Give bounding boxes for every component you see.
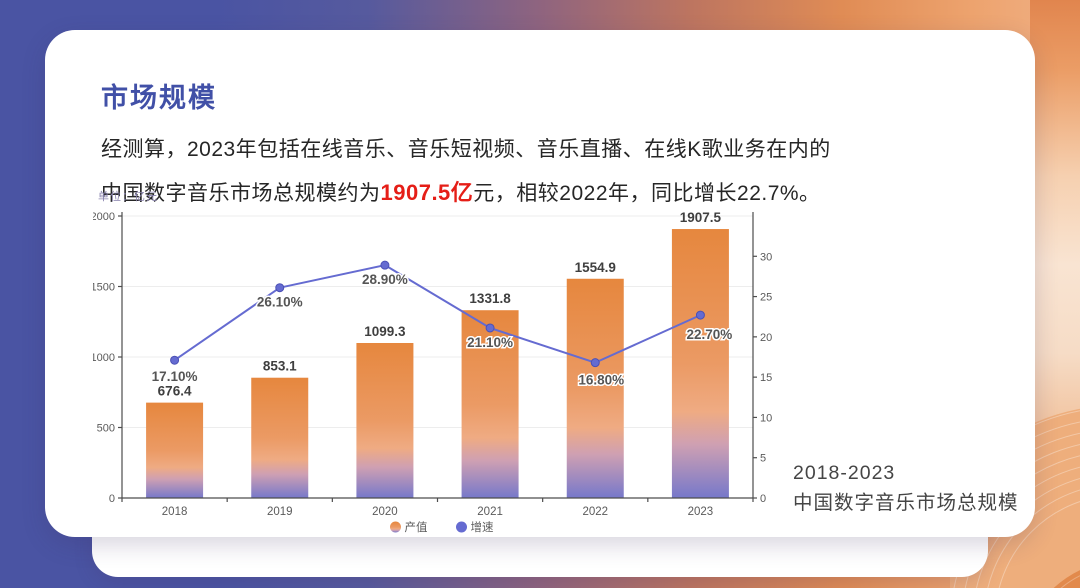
line-label-2020: 28.90% [362,272,408,287]
bar-2021 [461,310,519,498]
x-axis-label-2022: 2022 [582,506,608,518]
right-axis-tick: 20 [760,332,772,344]
left-axis-tick: 1000 [93,352,115,364]
x-axis-label-2021: 2021 [477,506,503,518]
line-label-2019: 26.10% [257,295,303,310]
bar-line-chart: 676.4 853.1 1099.3 1331.8 1554.9 1907.5 17.10%… [91,210,773,534]
bar-2022 [566,278,624,498]
chart-area: 676.4 853.1 1099.3 1331.8 1554.9 1907.5 17.10%… [91,206,783,541]
bar-series: 676.4 853.1 1099.3 1331.8 1554.9 1907.5 [146,210,729,499]
line-label-2022: 16.80% [578,373,624,388]
legend-swatch-bar [390,521,401,533]
unit-label: 单位：亿元 [98,191,158,203]
x-axis-label-2018: 2018 [162,506,188,518]
line-label-2021: 21.10% [467,335,513,350]
line-point-2020 [380,260,390,270]
highlight-value: 1907.5亿 [380,180,474,205]
left-axis-tick: 500 [97,423,115,435]
bar-2019 [251,377,309,498]
x-axis-label-2023: 2023 [688,506,714,518]
axes: 0 500 1000 1500 2000 0 5 10 15 20 25 30 2018 2019 2020… [91,211,773,518]
bar-label-2022: 1554.9 [575,260,616,275]
chart-legend: 产值 增速 [390,520,494,534]
content-card: 市场规模 经测算，2023年包括在线音乐、音乐短视频、音乐直播、在线K歌业务在内… [45,30,1035,537]
growth-line [174,264,701,364]
bar-label-2023: 1907.5 [680,210,722,225]
line-label-2018: 17.10% [152,369,198,384]
x-axis-label-2019: 2019 [267,506,293,518]
bar-label-2019: 853.1 [263,359,297,374]
line-label-2023: 22.70% [687,327,733,342]
line-point-2019 [275,283,285,293]
caption-title: 中国数字音乐市场总规模 [793,492,1019,514]
right-axis-tick: 30 [760,251,772,263]
summary-paragraph: 经测算，2023年包括在线音乐、音乐短视频、音乐直播、在线K歌业务在内的 中国数字… [101,128,981,215]
line-point-2021 [485,323,495,333]
paragraph-line1: 经测算，2023年包括在线音乐、音乐短视频、音乐直播、在线K歌业务在内的 [101,138,831,161]
right-axis-tick: 0 [760,493,766,505]
left-axis-tick: 1500 [93,282,115,294]
right-axis-tick: 5 [760,453,766,465]
bar-label-2018: 676.4 [158,384,192,399]
gridlines [122,215,753,428]
right-axis-tick: 15 [760,372,772,384]
section-title: 市场规模 [101,83,217,113]
line-point-2018 [170,355,180,365]
bar-label-2021: 1331.8 [469,291,511,306]
bar-2020 [356,342,414,498]
caption-years: 2018-2023 [793,462,896,484]
left-axis-tick: 2000 [93,211,115,223]
bar-2018 [146,402,204,498]
right-axis-tick: 10 [760,412,772,424]
paragraph-line2-post: 元，相较2022年，同比增长22.7%。 [473,182,821,205]
chart-caption: 2018-2023 中国数字音乐市场总规模 [793,458,1019,518]
x-axis-label-2020: 2020 [372,506,398,518]
legend-label-bar: 产值 [405,520,428,534]
line-point-2022 [590,358,600,368]
legend-label-line: 增速 [471,520,494,534]
left-axis-tick: 0 [109,493,115,505]
legend-swatch-line [456,521,467,533]
bar-label-2020: 1099.3 [364,324,406,339]
line-point-2023 [695,310,705,320]
bar-2023 [671,229,729,499]
right-axis-tick: 25 [760,292,772,304]
paragraph-line2-pre: 中国数字音乐市场总规模约为 [101,182,381,205]
line-series: 17.10% 26.10% 28.90% 21.10% 16.80% 22.70% [150,260,734,389]
